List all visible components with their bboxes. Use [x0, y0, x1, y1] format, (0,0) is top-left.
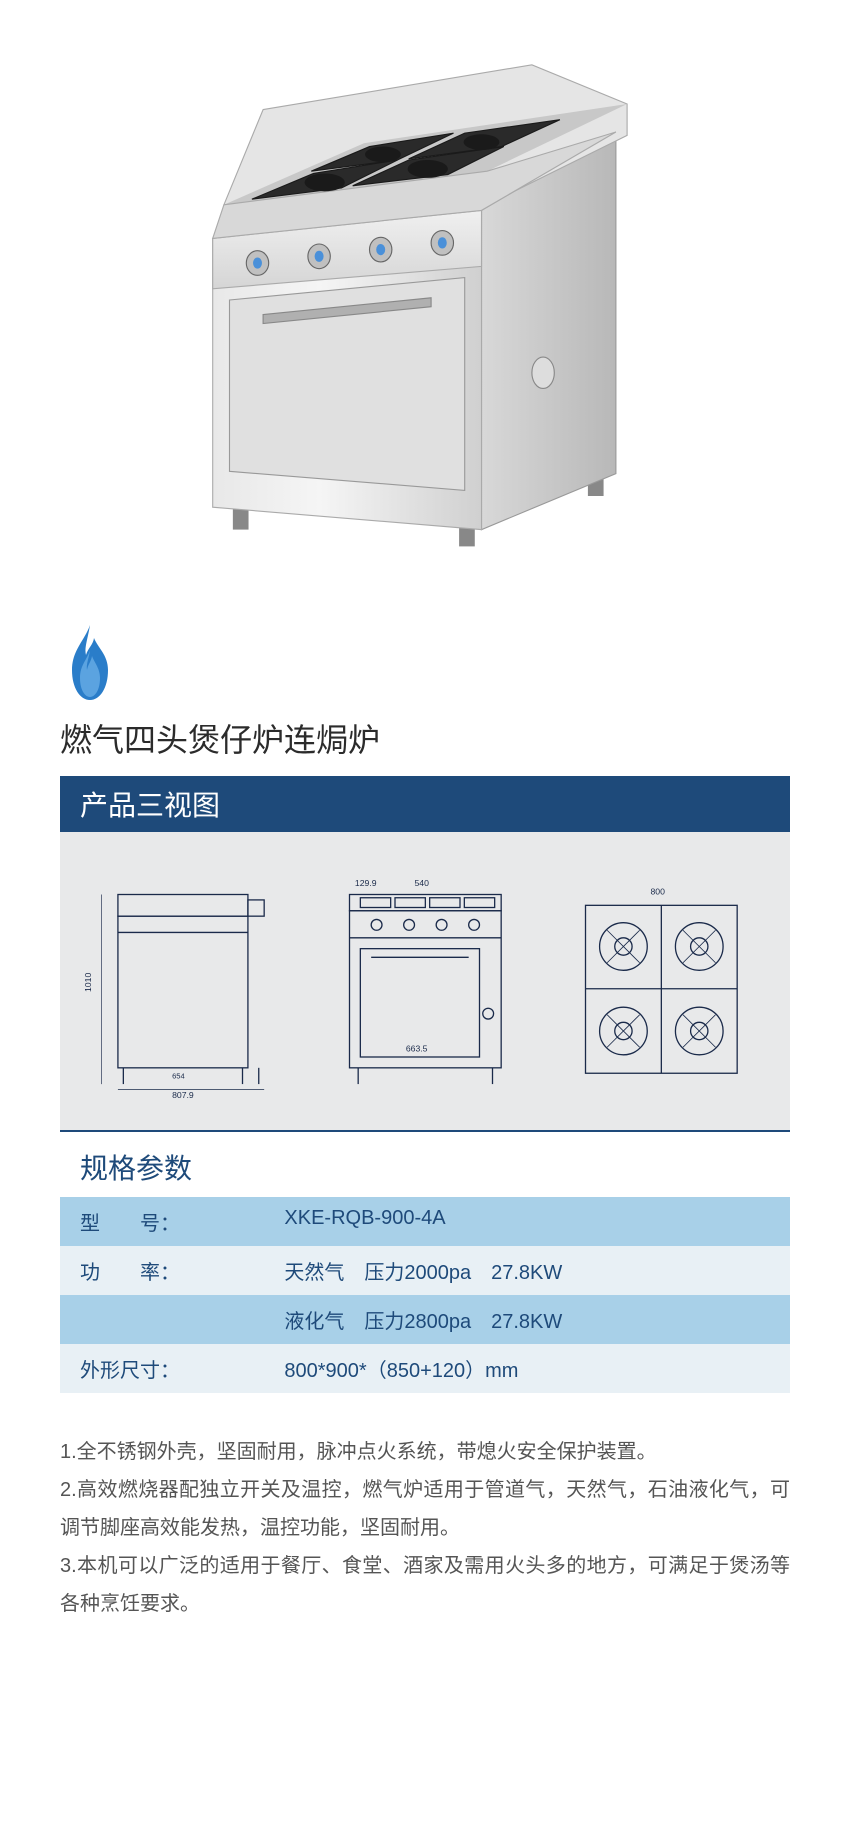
feature-item: 1.全不锈钢外壳，坚固耐用，脉冲点火系统，带熄火安全保护装置。 — [60, 1433, 790, 1471]
svg-text:663.5: 663.5 — [406, 1044, 428, 1054]
feature-item: 3.本机可以广泛的适用于餐厅、食堂、酒家及需用火头多的地方，可满足于煲汤等各种烹… — [60, 1547, 790, 1623]
spec-value: 800*900*（850+120）mm — [264, 1344, 790, 1393]
spec-label: 外形尺寸： — [60, 1344, 264, 1393]
front-view-diagram: 540 129.9 663.5 — [317, 862, 534, 1100]
side-view-diagram: 1010 807.9 654 — [80, 862, 297, 1100]
svg-text:1010: 1010 — [83, 973, 93, 992]
three-view-section-header: 产品三视图 — [60, 776, 790, 832]
spec-row: 外形尺寸：800*900*（850+120）mm — [60, 1344, 790, 1393]
spec-section-header: 规格参数 — [60, 1130, 790, 1197]
svg-text:129.9: 129.9 — [355, 878, 377, 888]
svg-text:654: 654 — [172, 1072, 185, 1081]
spec-label: 型 号： — [60, 1197, 264, 1246]
spec-value: XKE-RQB-900-4A — [264, 1197, 790, 1246]
spec-row: 液化气 压力2800pa 27.8KW — [60, 1295, 790, 1344]
flame-icon — [60, 620, 790, 710]
svg-text:800: 800 — [651, 886, 666, 896]
features-list: 1.全不锈钢外壳，坚固耐用，脉冲点火系统，带熄火安全保护装置。2.高效燃烧器配独… — [60, 1393, 790, 1623]
product-title: 燃气四头煲仔炉连焗炉 — [60, 715, 790, 761]
spec-label — [60, 1295, 264, 1344]
top-view-diagram: 800 — [553, 862, 770, 1100]
stove-illustration — [115, 48, 736, 552]
technical-diagrams: 1010 807.9 654 — [60, 832, 790, 1130]
spec-row: 型 号：XKE-RQB-900-4A — [60, 1197, 790, 1246]
spec-label: 功 率： — [60, 1246, 264, 1295]
spec-row: 功 率：天然气 压力2000pa 27.8KW — [60, 1246, 790, 1295]
product-photo — [60, 0, 790, 600]
feature-item: 2.高效燃烧器配独立开关及温控，燃气炉适用于管道气，天然气，石油液化气，可调节脚… — [60, 1471, 790, 1547]
spec-value: 液化气 压力2800pa 27.8KW — [264, 1295, 790, 1344]
svg-text:807.9: 807.9 — [172, 1090, 194, 1100]
svg-text:540: 540 — [414, 878, 429, 888]
spec-table: 型 号：XKE-RQB-900-4A功 率：天然气 压力2000pa 27.8K… — [60, 1197, 790, 1393]
spec-value: 天然气 压力2000pa 27.8KW — [264, 1246, 790, 1295]
